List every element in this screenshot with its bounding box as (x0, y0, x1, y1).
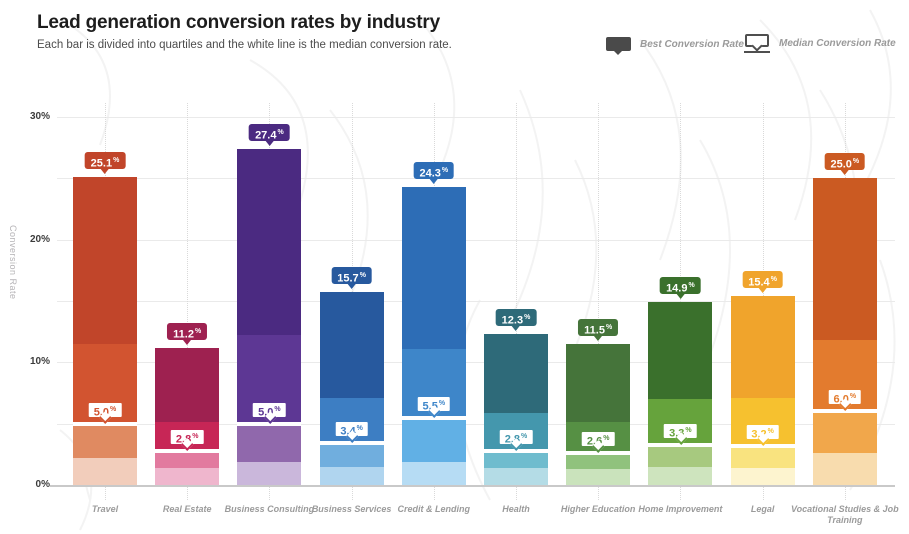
bar-health-quartile-1 (484, 467, 548, 485)
best-value-label-business-services: 15.7% (331, 267, 372, 290)
bar-legal-quartile-2 (730, 445, 795, 468)
best-value-label-credit-lending: 24.3% (413, 161, 455, 184)
gridline (57, 362, 895, 364)
bar-business-consulting-quartile-4 (237, 148, 302, 336)
median-line-health (484, 448, 548, 453)
y-tick-label: 30% (29, 111, 50, 122)
bar-health-quartile-2 (484, 450, 548, 468)
bar-business-services-quartile-4 (319, 292, 384, 398)
median-line-business-consulting (237, 421, 302, 426)
center-guide-dotted-line (187, 103, 189, 500)
best-value-label-higher-education: 11.5% (578, 318, 619, 341)
category-label-vocational-studies-job-training: Vocational Studies & Job Training (790, 504, 899, 526)
best-rate-icon (606, 37, 631, 55)
category-label-higher-education: Higher Education (560, 504, 636, 514)
legend-item-best: Best Conversion Rate (606, 37, 744, 55)
median-value-label-business-services: 3.4% (333, 420, 370, 444)
bar-credit-lending-quartile-2 (401, 417, 466, 462)
bar-real-estate-quartile-1 (155, 467, 220, 485)
bar-home-improvement-quartile-1 (648, 466, 713, 485)
bar-health-quartile-4 (484, 334, 548, 413)
category-label-travel: Travel (91, 504, 119, 514)
category-label-business-services: Business Services (311, 504, 392, 514)
category-label-credit-lending: Credit & Lending (397, 504, 471, 514)
legend-median-label: Median Conversion Rate (779, 38, 896, 49)
bar-travel-quartile-2 (73, 423, 137, 458)
category-label-real-estate: Real Estate (162, 504, 212, 514)
y-tick-label: 20% (29, 233, 50, 245)
x-axis-baseline (50, 485, 895, 487)
median-value-label-vocational-studies-job-training: 6.0% (826, 388, 864, 412)
chart-subtitle: Each bar is divided into quartiles and t… (37, 39, 452, 51)
median-value-label-home-improvement: 3.3% (662, 421, 699, 445)
bar-legal-quartile-1 (730, 467, 795, 485)
gridline (57, 301, 895, 302)
median-line-travel (73, 421, 137, 426)
y-tick-label: 10% (29, 356, 50, 368)
median-value-label-higher-education: 2.6% (579, 430, 617, 453)
median-line-real-estate (155, 448, 220, 453)
chart-header: Lead generation conversion rates by indu… (37, 12, 452, 51)
best-value-label-business-consulting: 27.4% (249, 123, 290, 146)
median-value-label-travel: 5.0% (86, 400, 124, 424)
center-guide-dotted-line (598, 103, 600, 500)
bar-vocational-studies-job-training-quartile-1 (812, 453, 877, 485)
bar-higher-education-quartile-1 (566, 469, 631, 485)
bar-vocational-studies-job-training-quartile-4 (812, 178, 877, 341)
best-value-label-real-estate: 11.2% (167, 322, 208, 345)
gridline (57, 239, 895, 241)
category-label-business-consulting: Business Consulting (224, 504, 315, 514)
page-title: Lead generation conversion rates by indu… (37, 12, 440, 33)
gridline (57, 423, 895, 425)
bar-credit-lending-quartile-4 (401, 186, 466, 349)
bar-business-consulting-quartile-2 (237, 423, 302, 462)
bar-vocational-studies-job-training-quartile-2 (812, 411, 877, 454)
gridline (57, 178, 895, 180)
category-label-legal: Legal (750, 504, 775, 514)
center-guide-dotted-line (516, 103, 517, 500)
median-value-label-credit-lending: 5.5% (415, 394, 453, 418)
bar-real-estate-quartile-2 (155, 450, 220, 468)
center-guide-dotted-line (680, 103, 682, 500)
best-value-label-home-improvement: 14.9% (660, 277, 701, 300)
median-line-business-services (319, 441, 384, 446)
y-axis-title: Conversion Rate (8, 225, 18, 300)
best-value-label-travel: 25.1% (84, 152, 126, 175)
legend-best-label: Best Conversion Rate (640, 38, 744, 50)
bar-business-services-quartile-2 (319, 443, 384, 467)
best-value-label-health: 12.3% (495, 309, 537, 332)
best-value-label-vocational-studies-job-training: 25.0% (824, 153, 866, 176)
median-value-label-real-estate: 2.8% (168, 427, 206, 451)
best-value-label-legal: 15.4% (742, 271, 783, 294)
bar-higher-education-quartile-4 (566, 343, 631, 423)
bar-travel-quartile-1 (73, 458, 137, 485)
y-tick-label: 0% (35, 479, 50, 490)
median-line-higher-education (566, 451, 631, 456)
legend-item-median: Median Conversion Rate (744, 34, 896, 53)
median-line-legal (730, 443, 795, 448)
bar-real-estate-quartile-4 (155, 347, 220, 423)
bar-legal-quartile-4 (730, 296, 795, 398)
category-label-health: Health (502, 504, 530, 514)
median-value-label-legal: 3.2% (744, 422, 781, 446)
bar-travel-quartile-4 (73, 177, 137, 344)
bar-home-improvement-quartile-2 (648, 444, 713, 467)
median-rate-icon (744, 34, 770, 53)
bar-higher-education-quartile-2 (566, 453, 631, 469)
bar-business-consulting-quartile-1 (237, 461, 302, 485)
median-value-label-business-consulting: 5.0% (251, 400, 288, 424)
bar-business-services-quartile-1 (319, 466, 384, 485)
gridline (57, 117, 895, 118)
median-value-label-health: 2.8% (497, 427, 535, 451)
bar-home-improvement-quartile-4 (648, 302, 713, 400)
median-line-vocational-studies-job-training (812, 409, 877, 414)
category-label-home-improvement: Home Improvement (638, 504, 723, 514)
bar-credit-lending-quartile-1 (401, 461, 466, 485)
median-line-home-improvement (648, 442, 713, 447)
median-line-credit-lending (401, 415, 466, 420)
